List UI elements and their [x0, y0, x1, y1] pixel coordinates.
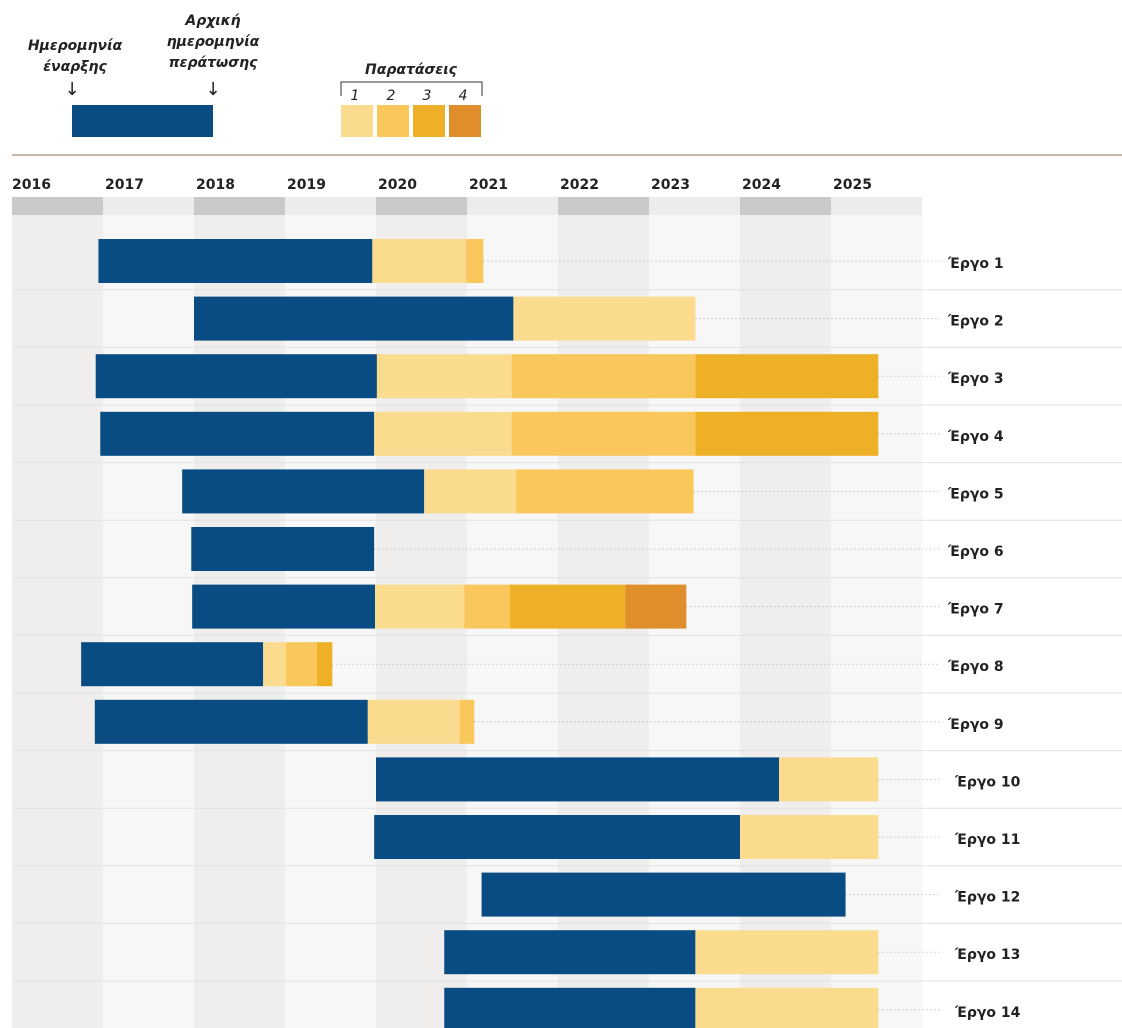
bar [444, 987, 696, 1028]
x-tick-label: 2022 [560, 177, 599, 193]
row-label: Έργο 3 [947, 371, 1004, 387]
year-header [194, 197, 285, 215]
x-tick-label: 2018 [196, 177, 235, 193]
bar [182, 469, 425, 514]
legend-label: έναρξης [43, 59, 107, 75]
x-tick-label: 2019 [287, 177, 326, 193]
year-header [831, 197, 922, 215]
legend-label: Ημερομηνία [28, 38, 123, 54]
year-header [103, 197, 194, 215]
legend-swatch [413, 105, 445, 137]
bar [191, 527, 375, 571]
year-header [376, 197, 467, 215]
row-label: Έργο 2 [947, 314, 1004, 330]
bar [98, 239, 373, 283]
arrow: ↓ [205, 79, 220, 100]
extension-bar [740, 815, 879, 859]
year-header [649, 197, 740, 215]
legend-swatch [377, 105, 409, 137]
bar [100, 411, 375, 456]
x-tick-label: 2024 [742, 177, 781, 193]
legend-label: 3 [423, 88, 432, 104]
extension-bar [511, 411, 696, 456]
x-tick-label: 2020 [378, 177, 417, 193]
legend-title: Παρατάσεις [365, 62, 458, 78]
legend-label: 2 [387, 88, 396, 104]
year-header [558, 197, 649, 215]
row-label: Έργο 7 [947, 602, 1004, 618]
year-header [12, 197, 103, 215]
x-tick-label: 2016 [12, 177, 51, 193]
bar [481, 872, 846, 917]
bar [194, 296, 514, 341]
extension-bar [374, 411, 512, 456]
legend-label: 4 [459, 88, 468, 104]
extension-bar [285, 642, 317, 687]
arrow: ↓ [64, 79, 79, 100]
extension-bar [625, 584, 687, 629]
extension-bar [516, 469, 694, 514]
extension-bar [372, 239, 467, 283]
bar [192, 584, 376, 629]
row-label: Έργο 12 [954, 890, 1020, 906]
legend-swatch [341, 105, 373, 137]
row-label: Έργο 1 [947, 256, 1004, 272]
extension-bar [509, 584, 626, 629]
row-label: Έργο 10 [954, 774, 1021, 790]
extension-bar [695, 987, 879, 1028]
extension-bar [263, 642, 286, 687]
x-tick-label: 2025 [833, 177, 872, 193]
bracket [340, 81, 483, 96]
bar [81, 642, 264, 687]
x-tick-label: 2023 [651, 177, 690, 193]
year-column [12, 215, 103, 1028]
legend-label: Αρχική [184, 13, 240, 29]
extension-bar [464, 584, 510, 629]
legend-label: 1 [351, 88, 360, 104]
row-label: Έργο 9 [947, 717, 1004, 733]
extension-bar [695, 411, 879, 456]
extension-bar [424, 469, 517, 514]
extension-bar [779, 757, 879, 802]
legend-label: περάτωσης [169, 55, 258, 71]
bar [376, 757, 780, 802]
legend-label: ημερομηνία [167, 34, 260, 50]
row-label: Έργο 8 [947, 659, 1004, 675]
extension-bar [695, 354, 879, 399]
extension-bar [316, 642, 333, 687]
bar [374, 815, 740, 859]
extension-bar [367, 699, 460, 744]
year-header [285, 197, 376, 215]
bar [95, 354, 377, 399]
extension-bar [511, 354, 696, 399]
row-label: Έργο 13 [954, 947, 1020, 963]
row-label: Έργο 6 [947, 544, 1004, 560]
year-column [831, 215, 922, 1028]
extension-bar [695, 930, 879, 975]
year-header [467, 197, 558, 215]
x-tick-label: 2017 [105, 177, 144, 193]
extension-bar [459, 699, 475, 744]
row-label: Έργο 5 [947, 486, 1004, 502]
extension-bar [466, 239, 484, 283]
legend-swatch [449, 105, 481, 137]
extension-bar [513, 296, 696, 341]
row-label: Έργο 4 [947, 429, 1004, 445]
bar [94, 699, 368, 744]
legend-swatch [72, 105, 213, 137]
bar [444, 930, 696, 975]
year-column [103, 215, 194, 1028]
year-header [740, 197, 831, 215]
row-label: Έργο 14 [954, 1005, 1021, 1021]
x-tick-label: 2021 [469, 177, 508, 193]
extension-bar [376, 354, 512, 399]
extension-bar [375, 584, 465, 629]
row-label: Έργο 11 [954, 832, 1020, 848]
